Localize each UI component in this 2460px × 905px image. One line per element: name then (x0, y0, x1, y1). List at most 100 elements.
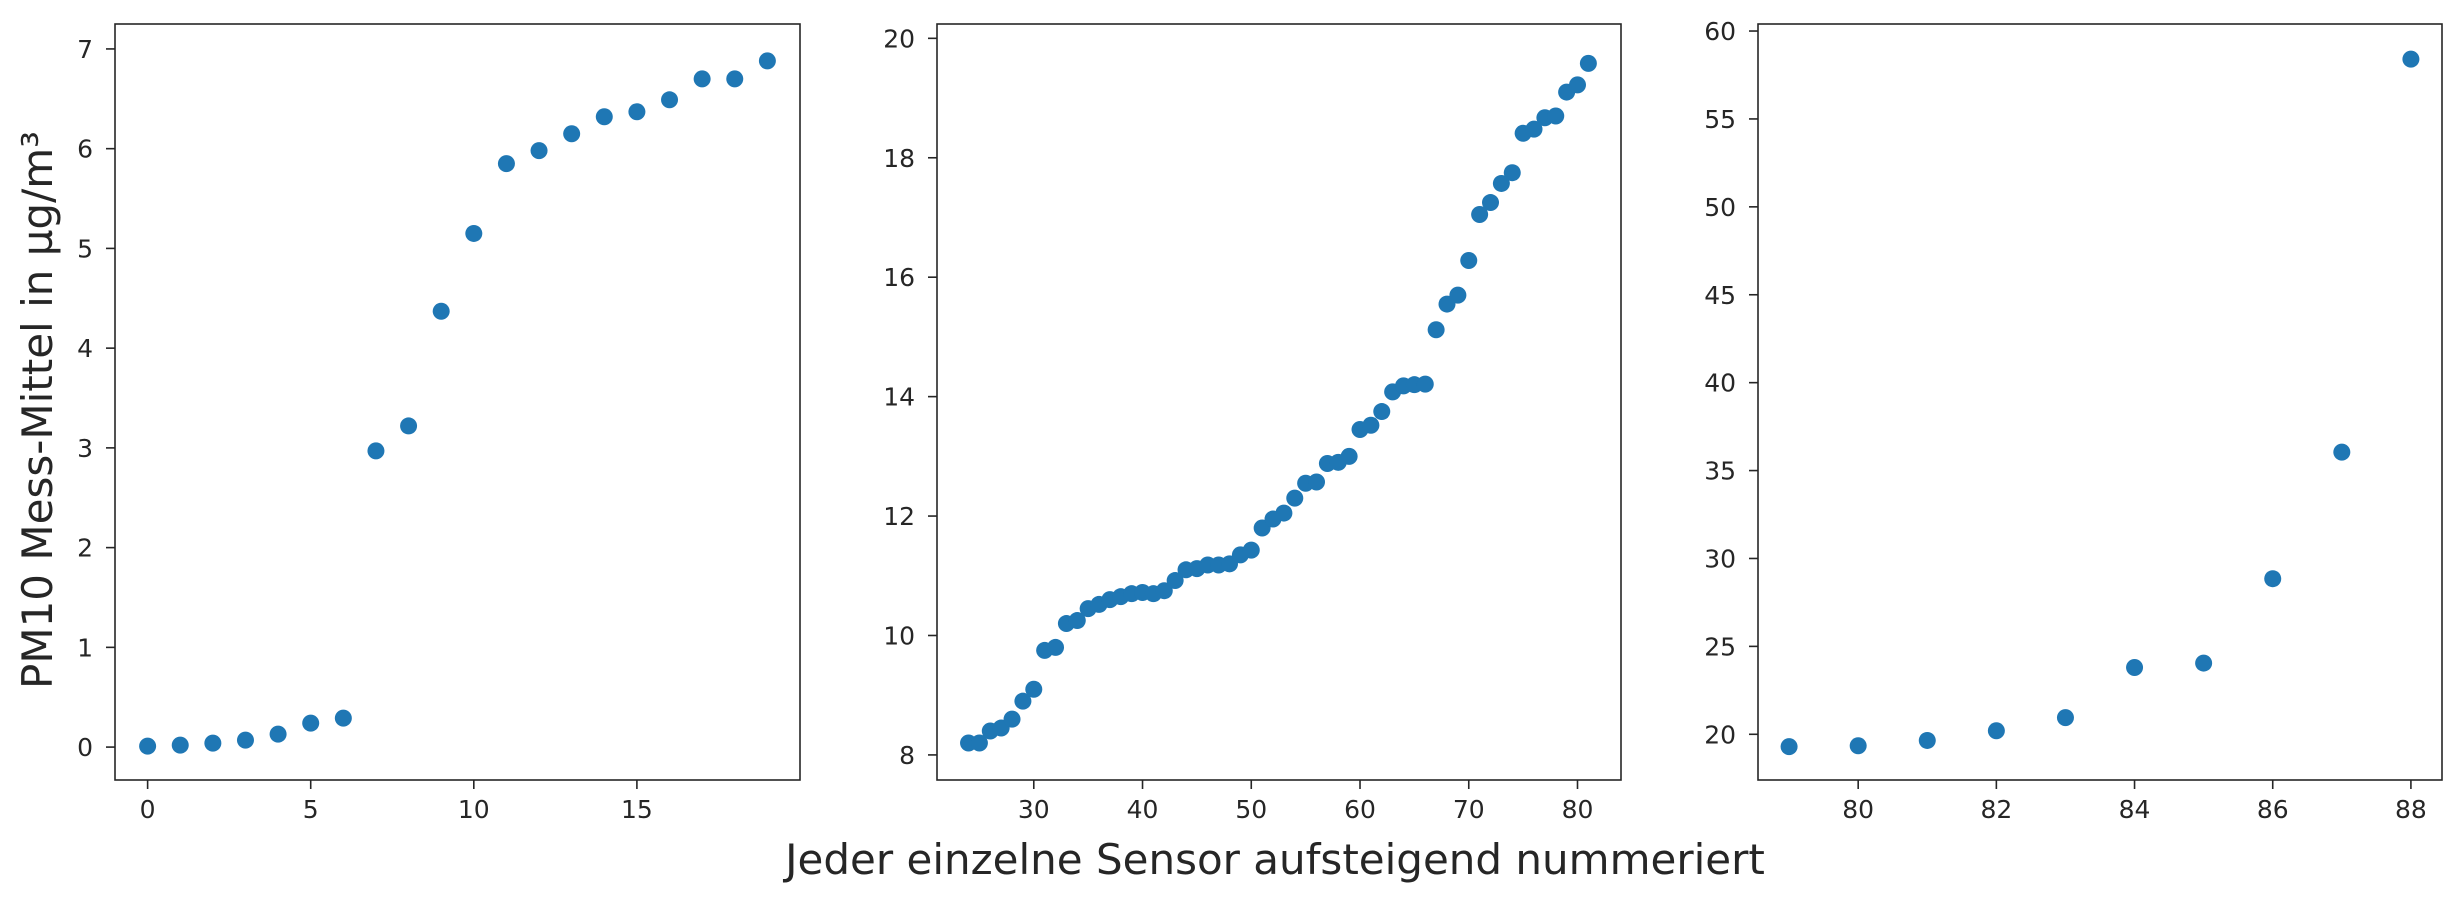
x-tick-label: 82 (1980, 795, 2012, 824)
y-tick-label: 2 (77, 534, 93, 563)
y-tick-label: 14 (883, 383, 915, 412)
data-point (530, 142, 548, 160)
y-tick-label: 35 (1704, 457, 1736, 486)
y-tick-label: 4 (77, 334, 93, 363)
data-point (1025, 680, 1043, 698)
x-tick-label: 30 (1018, 795, 1050, 824)
y-tick-label: 50 (1704, 193, 1736, 222)
data-point (2264, 570, 2282, 588)
x-tick-label: 80 (1562, 795, 1594, 824)
data-point (1471, 205, 1489, 223)
data-point (1780, 738, 1798, 756)
data-point (1525, 120, 1543, 138)
y-tick-label: 7 (77, 35, 93, 64)
data-point (400, 417, 418, 435)
y-tick-label: 10 (883, 621, 915, 650)
data-point (1569, 76, 1587, 94)
data-point (1427, 321, 1445, 339)
data-point (1275, 504, 1293, 522)
data-point (1166, 572, 1184, 590)
scatter-panel-3: 80 82 84 86 88 20 25 30 35 40 45 50 55 60 (1704, 17, 2443, 824)
x-tick-label: 80 (1842, 795, 1874, 824)
y-tick-label: 60 (1704, 17, 1736, 46)
data-point (204, 734, 222, 752)
x-tick-label: 86 (2257, 795, 2289, 824)
x-tick-label: 60 (1344, 795, 1376, 824)
data-point (139, 737, 157, 755)
data-point (1014, 692, 1032, 710)
data-point (628, 103, 646, 121)
data-point (1155, 582, 1173, 600)
data-point (171, 736, 189, 754)
data-point (1547, 107, 1565, 125)
data-point (1003, 710, 1021, 728)
plot-frame (936, 23, 1622, 781)
y-tick-label: 5 (77, 234, 93, 263)
data-point (236, 731, 254, 749)
x-tick-label: 50 (1235, 795, 1267, 824)
data-point (1987, 722, 2005, 740)
x-axis-label: Jeder einzelne Sensor aufsteigend nummer… (782, 835, 1765, 884)
x-tick-label: 88 (2395, 795, 2427, 824)
data-point (367, 442, 385, 460)
y-tick-label: 45 (1704, 281, 1736, 310)
data-point (1449, 286, 1467, 304)
y-tick-label: 40 (1704, 369, 1736, 398)
data-point (1286, 489, 1304, 507)
y-tick-label: 16 (883, 263, 915, 292)
y-tick-label: 6 (77, 135, 93, 164)
plot-frame (1757, 23, 2443, 781)
y-tick-label: 3 (77, 434, 93, 463)
data-point (1492, 174, 1510, 192)
plot-frame (114, 23, 801, 781)
x-tick-label: 10 (458, 795, 490, 824)
data-point (1362, 416, 1380, 434)
data-point (1416, 375, 1434, 393)
data-point (693, 70, 711, 88)
data-point (497, 155, 515, 173)
data-point (2402, 50, 2420, 68)
data-point (2056, 709, 2074, 727)
x-tick-label: 0 (140, 795, 156, 824)
x-tick-label: 5 (303, 795, 319, 824)
y-tick-label: 25 (1704, 632, 1736, 661)
y-axis-label: PM10 Mess-Mittel in µg/m³ (13, 131, 62, 689)
data-point (758, 52, 776, 70)
y-tick-label: 18 (883, 144, 915, 173)
x-tick-label: 84 (2119, 795, 2151, 824)
data-point (432, 302, 450, 320)
data-point (1340, 447, 1358, 465)
data-point (1460, 251, 1478, 269)
data-point (302, 714, 320, 732)
x-tick-label: 15 (621, 795, 653, 824)
data-point (1242, 541, 1260, 559)
data-point (726, 70, 744, 88)
x-tick-label: 40 (1127, 795, 1159, 824)
y-tick-label: 8 (899, 741, 915, 770)
data-point (1849, 737, 1867, 755)
data-point (2195, 654, 2213, 672)
data-point (1308, 473, 1326, 491)
data-point (465, 224, 483, 242)
data-point (1068, 612, 1086, 630)
data-point (1579, 54, 1597, 72)
data-point (1047, 638, 1065, 656)
data-point (1918, 731, 1936, 749)
data-point (2333, 443, 2351, 461)
y-tick-label: 20 (1704, 720, 1736, 749)
y-tick-label: 1 (77, 633, 93, 662)
scatter-panel-1: 0 5 10 15 0 1 2 3 4 5 6 7 (77, 23, 801, 824)
data-point (1503, 164, 1521, 182)
data-point (1373, 403, 1391, 421)
y-tick-label: 30 (1704, 544, 1736, 573)
data-point (563, 125, 581, 143)
data-point (1482, 194, 1500, 212)
data-point (970, 734, 988, 752)
data-point (2126, 658, 2144, 676)
y-tick-label: 12 (883, 502, 915, 531)
y-tick-label: 0 (77, 733, 93, 762)
data-point (269, 725, 287, 743)
scatter-panel-2: 30 40 50 60 70 80 8 10 12 14 16 18 20 (883, 23, 1622, 824)
data-point (334, 709, 352, 727)
